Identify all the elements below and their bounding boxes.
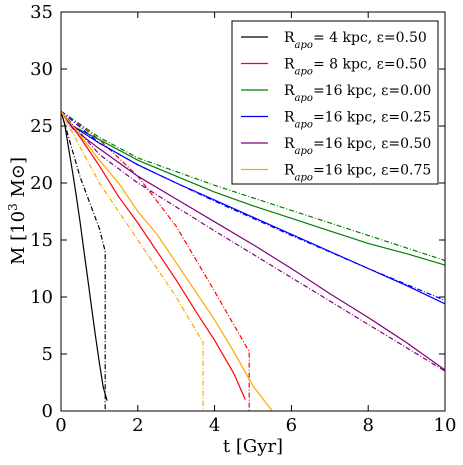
- series-3-model-line: [60, 110, 446, 262]
- series-4-line: [60, 110, 446, 305]
- series-2-line: [60, 110, 246, 400]
- y-tick-label: 0: [42, 401, 53, 422]
- y-tick-label: 30: [30, 59, 53, 80]
- legend: Rapo= 4 kpc, ε=0.50 Rapo= 8 kpc, ε=0.50 Ra…: [231, 20, 439, 185]
- y-axis-label-prefix: M [10: [8, 211, 29, 265]
- series-5-model-line: [60, 110, 446, 372]
- legend-label-2: Rapo= 8 kpc, ε=0.50: [284, 57, 427, 78]
- legend-box: [231, 20, 439, 185]
- series-1-line: [60, 111, 108, 401]
- y-tick-label: 20: [30, 173, 53, 194]
- y-axis-label: M [103 M⊙]: [6, 157, 29, 265]
- y-axis-label-exponent: 3: [6, 203, 20, 211]
- series-2-model-line: [60, 110, 250, 411]
- series-3-line: [60, 110, 446, 266]
- legend-label-6: Rapo=16 kpc, ε=0.75: [284, 163, 431, 184]
- x-tick-label: 10: [434, 415, 457, 436]
- x-tick-label: 6: [286, 415, 297, 436]
- series-1-model-line: [60, 111, 106, 411]
- legend-label-5: Rapo=16 kpc, ε=0.50: [284, 136, 431, 157]
- legend-label-1: Rapo= 4 kpc, ε=0.50: [284, 30, 427, 51]
- ticks-layer: 0 2 4 6 8 10 0 5 10 15 20 25 30 35: [30, 2, 456, 436]
- x-tick-label: 8: [362, 415, 373, 436]
- series-layer: [60, 110, 446, 412]
- legend-label-4: Rapo=16 kpc, ε=0.25: [284, 110, 431, 131]
- x-tick-label: 0: [55, 415, 66, 436]
- legend-label-3: Rapo=16 kpc, ε=0.00: [284, 83, 431, 104]
- y-tick-label: 10: [30, 287, 53, 308]
- y-tick-label: 5: [42, 344, 53, 365]
- x-tick-label: 4: [209, 415, 220, 436]
- series-6-line: [60, 110, 273, 412]
- y-tick-label: 15: [30, 230, 53, 251]
- series-5-line: [60, 110, 446, 371]
- y-tick-label: 25: [30, 116, 53, 137]
- plot-frame: [60, 11, 446, 412]
- x-tick-label: 2: [132, 415, 143, 436]
- y-axis-label-suffix: M⊙]: [8, 157, 29, 203]
- y-tick-label: 35: [30, 2, 53, 23]
- series-6-model-line: [60, 110, 204, 411]
- x-axis-label: t [Gyr]: [223, 436, 283, 457]
